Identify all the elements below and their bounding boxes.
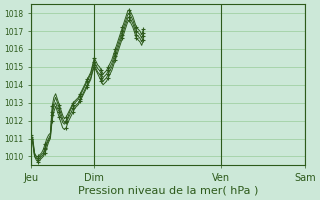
X-axis label: Pression niveau de la mer( hPa ): Pression niveau de la mer( hPa ) [78, 186, 258, 196]
